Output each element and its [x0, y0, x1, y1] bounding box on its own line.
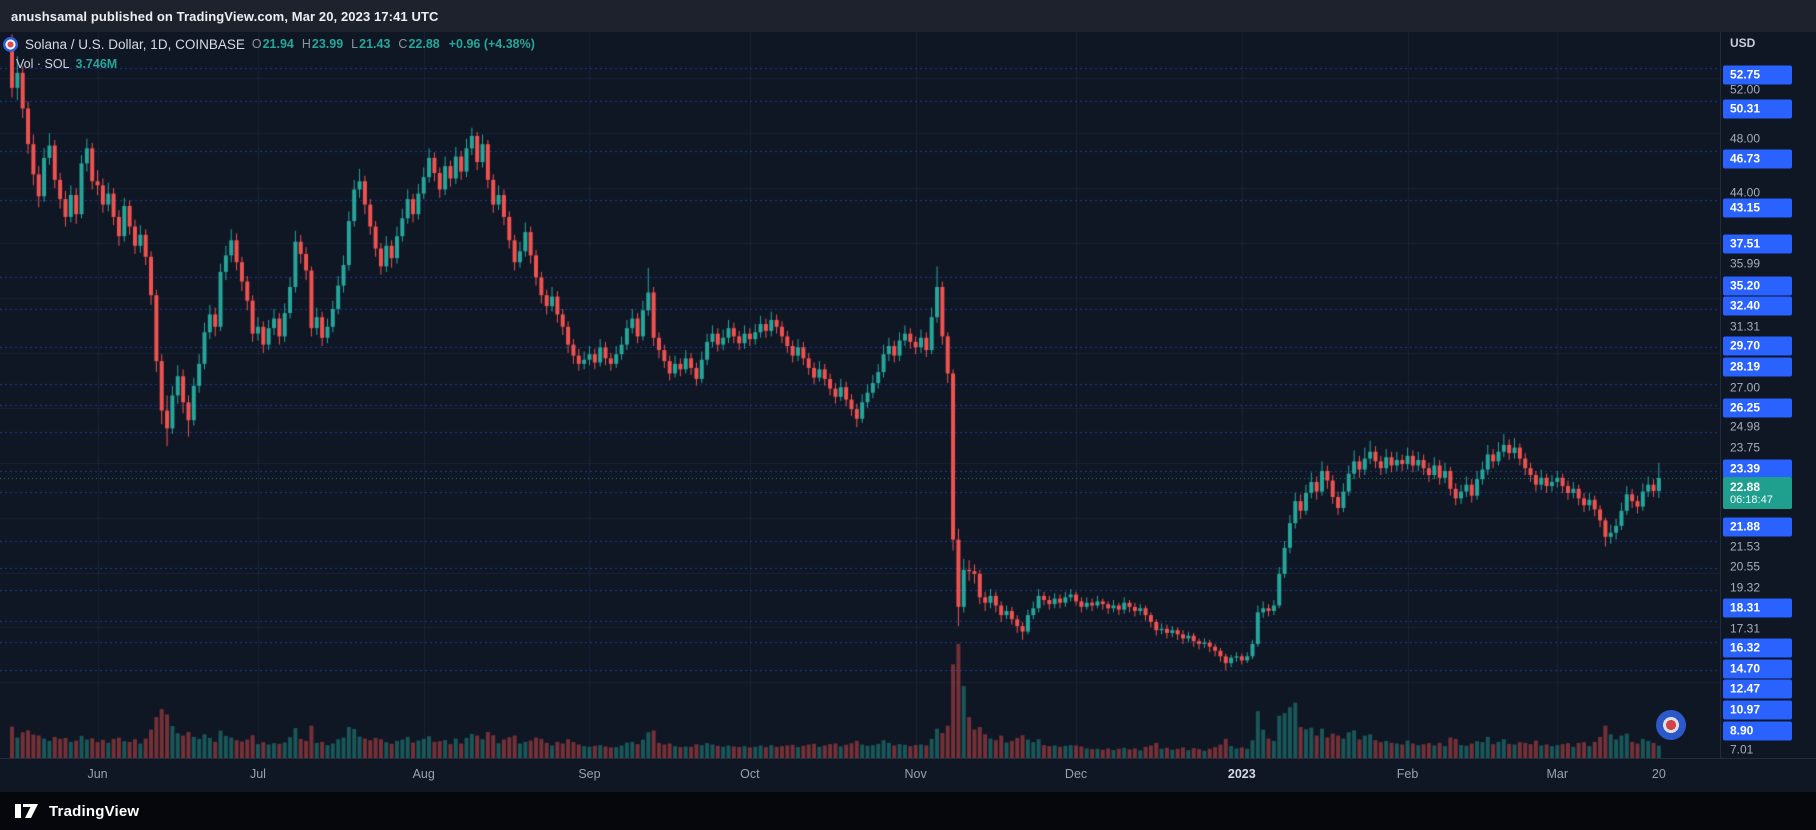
symbol-logo-icon: [3, 36, 18, 52]
price-axis-label: 21.53: [1730, 539, 1761, 554]
price-axis-label: 52.00: [1730, 82, 1761, 97]
time-axis-label: Mar: [1546, 767, 1569, 781]
ohlc-readout: O21.94 H23.99 L21.43 C22.88: [252, 37, 440, 51]
time-axis-label: Feb: [1396, 767, 1419, 781]
symbol-title[interactable]: Solana / U.S. Dollar, 1D, COINBASE: [25, 36, 245, 52]
price-level-label[interactable]: 52.75: [1723, 65, 1792, 85]
time-axis-label: Jul: [249, 767, 266, 781]
price-axis-label: 31.31: [1730, 319, 1761, 334]
price-axis-label: 19.32: [1730, 580, 1761, 595]
candlestick-chart[interactable]: [0, 32, 1720, 758]
volume-value: 3.746M: [75, 57, 118, 71]
volume-legend: Vol · SOL 3.746M: [16, 56, 117, 72]
chart-legend: Solana / U.S. Dollar, 1D, COINBASE O21.9…: [3, 35, 535, 53]
time-axis-label: Dec: [1064, 767, 1088, 781]
tradingview-logo-icon: [15, 804, 38, 818]
price-axis-label: 44.00: [1730, 185, 1761, 200]
price-level-label[interactable]: 10.97: [1723, 700, 1792, 720]
price-axis-label: 48.00: [1730, 131, 1761, 146]
price-level-label[interactable]: 46.73: [1723, 149, 1792, 169]
current-price-label: 22.88 06:18:47: [1723, 477, 1792, 509]
volume-label[interactable]: Vol · SOL: [16, 57, 70, 71]
price-level-label[interactable]: 35.20: [1723, 276, 1792, 296]
price-axis[interactable]: USD 52.75 52.00 50.31 48.00 46.73 44.00 43.15 3…: [1720, 32, 1816, 758]
price-axis-label: 20.55: [1730, 559, 1761, 574]
price-axis-label: 27.00: [1730, 380, 1761, 395]
ohlc-item: L21.43: [351, 37, 391, 51]
price-axis-label: 23.75: [1730, 440, 1761, 455]
price-level-label[interactable]: 14.70: [1723, 659, 1792, 679]
price-level-label[interactable]: 50.31: [1723, 99, 1792, 119]
price-axis-label: 17.31: [1730, 621, 1761, 636]
ohlc-item: H23.99: [301, 37, 344, 51]
price-level-label[interactable]: 32.40: [1723, 296, 1792, 316]
price-level-label[interactable]: 23.39: [1723, 459, 1792, 479]
time-axis[interactable]: Jun Jul Aug Sep Oct Nov Dec 2023 Feb Mar 20: [0, 758, 1816, 792]
ohlc-item: O21.94: [251, 37, 294, 51]
time-axis-label: 2023: [1227, 767, 1256, 781]
price-level-label[interactable]: 26.25: [1723, 398, 1792, 418]
currency-label: USD: [1730, 36, 1756, 50]
publisher-bar: anushsamal published on TradingView.com,…: [0, 0, 1816, 32]
price-level-label[interactable]: 18.31: [1723, 598, 1792, 618]
change-readout: +0.96 (+4.38%): [448, 37, 535, 51]
publisher-text: anushsamal published on TradingView.com,…: [11, 8, 439, 24]
price-level-label[interactable]: 8.90: [1723, 721, 1792, 741]
ohlc-item: C22.88: [398, 37, 440, 51]
price-level-label[interactable]: 16.32: [1723, 638, 1792, 658]
price-level-label[interactable]: 12.47: [1723, 679, 1792, 699]
price-level-label[interactable]: 21.88: [1723, 517, 1792, 537]
footer-bar: TradingView: [0, 792, 1816, 830]
price-level-label[interactable]: 37.51: [1723, 234, 1792, 254]
time-axis-label: Aug: [412, 767, 435, 781]
price-axis-label: 24.98: [1730, 419, 1761, 434]
price-axis-label: 7.01: [1730, 742, 1754, 757]
price-level-label[interactable]: 29.70: [1723, 336, 1792, 356]
time-axis-label: Oct: [740, 767, 760, 781]
time-axis-label: Sep: [578, 767, 601, 781]
price-axis-label: 35.99: [1730, 256, 1761, 271]
price-level-label[interactable]: 28.19: [1723, 357, 1792, 377]
time-axis-label: 20: [1651, 767, 1666, 781]
price-level-label[interactable]: 43.15: [1723, 198, 1792, 218]
tradingview-wordmark: TradingView: [49, 802, 140, 820]
tradingview-logo-link[interactable]: TradingView: [14, 801, 139, 821]
tradingview-watermark-icon: [1656, 710, 1686, 740]
time-axis-label: Nov: [904, 767, 927, 781]
time-axis-label: Jun: [87, 767, 108, 781]
